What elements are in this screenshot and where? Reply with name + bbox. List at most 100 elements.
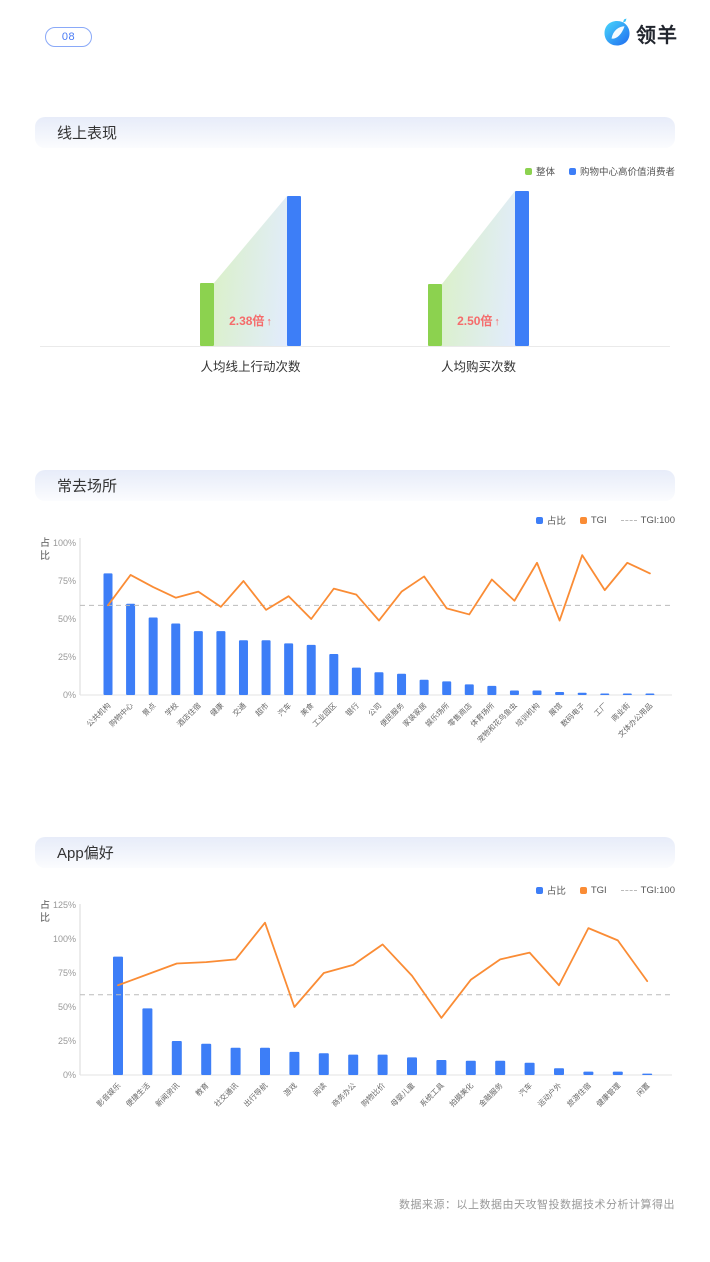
legend-item-TGI: TGI [579, 884, 607, 896]
category-label: 购物比价 [359, 1080, 388, 1109]
category-label: 闲置 [635, 1081, 652, 1098]
legend-label: TGI:100 [640, 884, 675, 896]
legend-label: TGI [590, 884, 607, 896]
baseline [40, 346, 670, 347]
bar [351, 667, 361, 695]
bar [442, 681, 452, 695]
bar [103, 573, 113, 695]
color-swatch [579, 516, 587, 524]
legend-item-占比: 占比 [535, 513, 566, 527]
legend-item-购物中心高价值消费者: 购物中心高价值消费者 [568, 164, 675, 178]
color-swatch [579, 886, 587, 894]
category-label: 工厂 [592, 701, 609, 718]
places-chart: 0%25%50%75%100%占比公共机构购物中心 景点 学校酒店住宿 健康 交通 超市汽… [40, 536, 672, 745]
y-tick-label: 125% [53, 900, 76, 910]
category-label: 运动户外 [535, 1080, 564, 1109]
category-label: 汽车 [516, 1080, 534, 1098]
bar [216, 631, 226, 695]
bar [524, 1062, 535, 1075]
section-title-apps: App偏好 [57, 845, 114, 862]
y-tick-label: 25% [58, 1036, 76, 1046]
category-label: 系统工具 [418, 1080, 447, 1109]
legend-item-TGI:100: TGI:100 [620, 884, 675, 896]
bar [238, 640, 248, 695]
category-label: 酒店住宿 [174, 700, 202, 728]
y-tick-label: 100% [53, 538, 76, 548]
bar [230, 1047, 241, 1075]
color-swatch [568, 167, 576, 175]
category-label: 便捷生活 [124, 1080, 153, 1109]
target-bar [287, 196, 301, 346]
color-swatch [535, 886, 543, 894]
y-tick-label: 0% [63, 690, 76, 700]
bar [171, 1041, 182, 1075]
bar [284, 643, 294, 695]
legend-places: 占比 TGI TGI:100 [535, 513, 675, 527]
bar [260, 1047, 270, 1075]
legend-item-整体: 整体 [524, 164, 555, 178]
category-label: 银行 [343, 700, 361, 718]
bar [495, 1060, 506, 1075]
bar [193, 631, 203, 695]
category-label: 数码电子 [558, 700, 587, 729]
ratio-text: 2.50倍 [457, 314, 493, 328]
category-label: 阅读 [311, 1080, 329, 1098]
group-label: 人均购买次数 [440, 360, 516, 374]
overall-bar [200, 283, 214, 346]
online-performance-chart: 2.38倍 ↑ 人均线上行动次数 2.50倍 ↑ 人均购买次数 [40, 191, 670, 377]
data-source-note: 数据来源：以上数据由天攻智投数据技术分析计算得出 [399, 1199, 675, 1211]
bar [622, 693, 632, 695]
legend-label: TGI [590, 514, 607, 526]
section-title-places: 常去场所 [57, 478, 118, 495]
legend-label: 占比 [546, 886, 566, 897]
category-label: 新闻资讯 [153, 1080, 182, 1109]
bar [374, 672, 384, 695]
category-label: 交通 [230, 700, 248, 718]
y-axis-title-char: 比 [40, 550, 50, 562]
y-axis-title-char: 占 [40, 536, 50, 549]
category-label: 金融服务 [476, 1080, 505, 1109]
category-label: 美食 [298, 700, 316, 718]
bar [600, 693, 610, 695]
bar [261, 640, 271, 695]
category-label: 购物中心 [107, 700, 136, 729]
bar [201, 1043, 212, 1075]
bar [377, 1054, 388, 1075]
color-swatch [535, 516, 543, 524]
section-title-online: 线上表现 [57, 125, 118, 142]
legend-item-TGI:100: TGI:100 [620, 515, 675, 526]
y-axis-title-char: 比 [40, 912, 50, 924]
y-tick-label: 25% [58, 652, 76, 662]
bar [577, 692, 587, 695]
bar [329, 653, 339, 695]
category-label: 出行导航 [241, 1080, 270, 1109]
bar [397, 673, 407, 695]
legend-item-TGI: TGI [579, 514, 607, 526]
apps-chart: 0% 25% 50% 75% 100% 125%占比影音娱乐 便捷生活 新闻资讯 教育 社交通讯出… [40, 900, 672, 1109]
category-label: 教育 [193, 1080, 211, 1098]
bar [642, 1073, 653, 1075]
y-tick-label: 50% [58, 1002, 76, 1012]
bar [126, 603, 136, 695]
bar [148, 617, 158, 695]
tgi-line [117, 921, 649, 1019]
bar [306, 644, 316, 695]
legend-label: 占比 [546, 516, 566, 527]
legend-label: 整体 [535, 167, 555, 178]
group-label: 人均线上行动次数 [200, 360, 301, 374]
page-number-badge: 08 [45, 27, 92, 47]
brand-name: 领羊 [636, 24, 678, 47]
up-arrow-icon: ↑ [266, 316, 272, 328]
dashed-line-swatch [620, 889, 637, 891]
bar [532, 690, 542, 695]
brand-logo: 领羊 [602, 18, 678, 48]
category-label: 健康管理 [594, 1080, 623, 1109]
bar [465, 1060, 476, 1075]
bar [583, 1071, 594, 1075]
category-label: 旅游住宿 [565, 1080, 593, 1108]
bar [554, 1068, 564, 1075]
category-label: 学校 [162, 700, 180, 718]
y-tick-label: 100% [53, 934, 76, 944]
ratio-text: 2.38倍 [229, 314, 265, 328]
category-label: 健康 [208, 700, 226, 718]
